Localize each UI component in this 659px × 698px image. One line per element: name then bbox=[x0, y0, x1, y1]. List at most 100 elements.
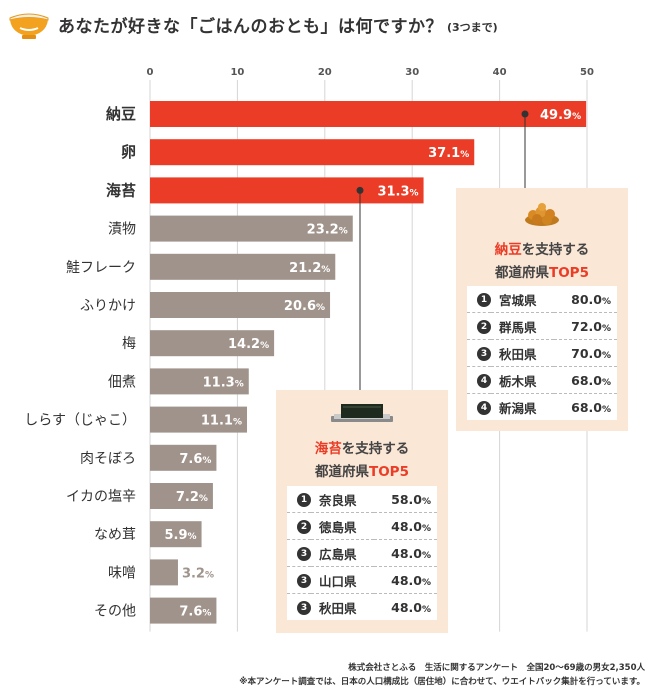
rice-bowl-icon bbox=[9, 13, 49, 39]
x-tick-label: 50 bbox=[580, 67, 594, 78]
callout-dot bbox=[521, 110, 529, 118]
x-tick-label: 40 bbox=[493, 67, 507, 78]
natto-panel-heading-2: 都道府県TOP5 bbox=[456, 261, 628, 281]
prefecture-name: 山口県 bbox=[311, 566, 374, 594]
nori-heading-rest: を支持する bbox=[341, 441, 410, 457]
x-tick-label: 30 bbox=[405, 67, 419, 78]
rank-row: 4 栃木県 68.0% bbox=[467, 366, 617, 394]
rank-row: 2 徳島県 48.0% bbox=[287, 512, 437, 540]
rank-badge: 2 bbox=[297, 519, 311, 534]
rank-cell: 4 bbox=[467, 394, 491, 421]
value-label: 11.3% bbox=[203, 375, 244, 390]
rank-cell: 1 bbox=[467, 286, 491, 313]
value-label: 3.2% bbox=[182, 566, 214, 581]
bar bbox=[150, 483, 213, 509]
footer-line-1: 株式会社さとふる 生活に関するアンケート 全国20～69歳の男女2,350人 bbox=[348, 663, 645, 673]
bar bbox=[150, 559, 178, 586]
rank-cell: 3 bbox=[287, 539, 311, 567]
x-tick-label: 0 bbox=[147, 67, 154, 78]
bar bbox=[150, 330, 275, 357]
percent-value: 68.0% bbox=[571, 399, 611, 415]
category-label: 佃煮 bbox=[108, 374, 136, 390]
nori-heading-line2-highlight: TOP5 bbox=[369, 464, 409, 480]
value-label: 14.2% bbox=[228, 337, 269, 352]
nori-heading-line2: 都道府県 bbox=[315, 464, 369, 480]
category-label: その他 bbox=[94, 604, 136, 620]
natto-heading-line2: 都道府県 bbox=[495, 265, 549, 281]
percent-value: 48.0% bbox=[373, 539, 437, 567]
rank-cell: 3 bbox=[287, 594, 311, 621]
bar bbox=[150, 292, 331, 318]
rank-badge: 4 bbox=[477, 400, 491, 415]
rank-row: 4 新潟県 68.0% bbox=[467, 394, 617, 421]
natto-rank-table: 1 宮城県 80.0% 2 群馬県 72.0% 3 秋田県 70.0% 4 栃木県 68.0% 4 新潟県… bbox=[467, 286, 617, 420]
category-label: しらす（じゃこ） bbox=[24, 413, 136, 429]
percent-value: 48.0% bbox=[373, 512, 437, 540]
category-label: 鮭フレーク bbox=[66, 260, 136, 276]
prefecture-name: 栃木県 bbox=[491, 366, 554, 394]
rank-row: 3 秋田県 70.0% bbox=[467, 339, 617, 367]
prefecture-name: 徳島県 bbox=[311, 512, 374, 540]
rank-badge: 2 bbox=[477, 319, 491, 334]
rank-row: 3 広島県 48.0% bbox=[287, 539, 437, 567]
natto-panel-heading-1: 納豆を支持する bbox=[456, 238, 628, 258]
percent-value: 72.0% bbox=[553, 312, 617, 340]
nori-icon bbox=[331, 404, 393, 422]
callout-dot bbox=[356, 186, 364, 194]
category-label: イカの塩辛 bbox=[66, 489, 136, 505]
natto-heading-highlight: 納豆 bbox=[494, 242, 522, 258]
value-label: 31.3% bbox=[377, 184, 418, 199]
category-label: 納豆 bbox=[106, 105, 136, 123]
rank-badge: 4 bbox=[477, 373, 491, 388]
prefecture-name: 新潟県 bbox=[499, 400, 537, 416]
bar bbox=[150, 597, 217, 624]
prefecture-name: 宮城県 bbox=[491, 286, 554, 313]
prefecture-name: 奈良県 bbox=[311, 486, 374, 513]
percent-value: 70.0% bbox=[553, 339, 617, 367]
prefecture-name: 秋田県 bbox=[319, 600, 357, 616]
value-label: 11.1% bbox=[201, 414, 242, 429]
natto-icon bbox=[525, 203, 559, 226]
category-label: ふりかけ bbox=[80, 298, 136, 314]
bar bbox=[150, 406, 248, 433]
footer-line-2: ※本アンケート調査では、日本の人口構成比（居住地）に合わせて、ウエイトバック集計… bbox=[239, 677, 645, 687]
rank-cell: 2 bbox=[467, 312, 491, 340]
bar bbox=[150, 139, 475, 166]
category-label: 味噌 bbox=[108, 565, 136, 581]
percent-value: 68.0% bbox=[553, 366, 617, 394]
bar bbox=[150, 253, 336, 280]
rank-row: 3 秋田県 48.0% bbox=[287, 594, 437, 621]
value-label: 20.6% bbox=[284, 299, 325, 314]
value-label: 23.2% bbox=[307, 223, 348, 238]
natto-top5-panel: 納豆を支持する 都道府県TOP5 1 宮城県 80.0% 2 群馬県 72.0% 3 秋田県 7… bbox=[456, 188, 628, 431]
rank-badge: 1 bbox=[297, 492, 311, 507]
bar bbox=[150, 521, 202, 548]
prefecture-name: 群馬県 bbox=[491, 312, 554, 340]
value-label: 7.2% bbox=[176, 490, 208, 505]
value-label: 49.9% bbox=[540, 108, 581, 123]
category-label: 肉そぼろ bbox=[80, 451, 136, 467]
rank-cell: 1 bbox=[287, 486, 311, 513]
rank-cell: 4 bbox=[467, 366, 491, 394]
value-label: 7.6% bbox=[179, 605, 211, 620]
value-label: 7.6% bbox=[179, 452, 211, 467]
percent-value: 48.0% bbox=[391, 599, 431, 615]
rank-badge: 1 bbox=[477, 292, 491, 307]
rank-badge: 3 bbox=[297, 546, 311, 561]
category-label: 漬物 bbox=[108, 222, 136, 238]
rank-badge: 3 bbox=[297, 600, 311, 615]
nori-panel-heading-2: 都道府県TOP5 bbox=[276, 460, 448, 480]
natto-heading-line2-highlight: TOP5 bbox=[549, 265, 589, 281]
percent-value: 58.0% bbox=[373, 486, 437, 513]
bar bbox=[150, 368, 249, 395]
value-label: 37.1% bbox=[428, 146, 469, 161]
rank-row: 3 山口県 48.0% bbox=[287, 566, 437, 594]
prefecture-name: 秋田県 bbox=[491, 339, 554, 367]
category-label: 梅 bbox=[122, 336, 136, 352]
title-text: あなたが好きな「ごはんのおとも」は何ですか？ bbox=[58, 16, 443, 37]
percent-value: 80.0% bbox=[553, 286, 617, 313]
rank-cell: 3 bbox=[287, 566, 311, 594]
percent-value: 48.0% bbox=[373, 566, 437, 594]
value-label: 21.2% bbox=[289, 261, 330, 276]
